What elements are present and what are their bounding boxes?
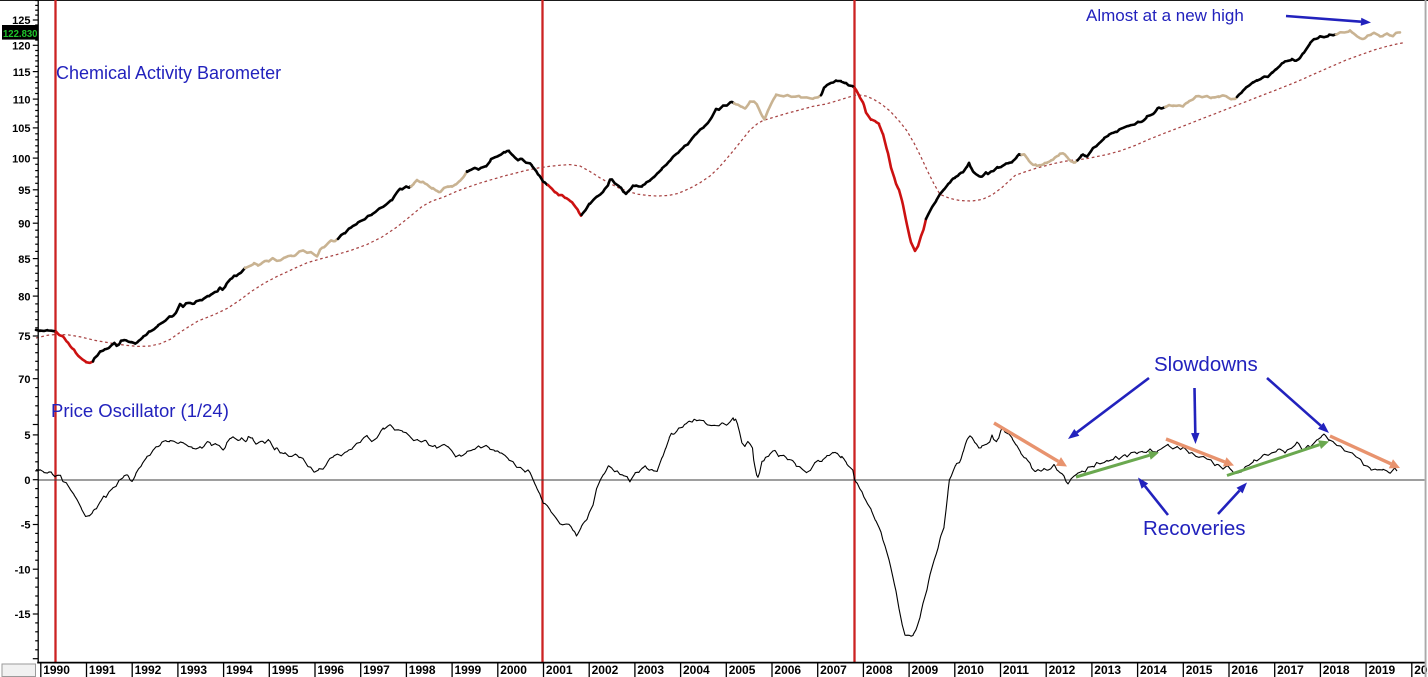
svg-text:80: 80 — [18, 291, 30, 303]
svg-text:2007: 2007 — [820, 663, 847, 677]
svg-text:1996: 1996 — [317, 663, 344, 677]
svg-text:Slowdowns: Slowdowns — [1154, 353, 1258, 376]
svg-text:2018: 2018 — [1323, 663, 1350, 677]
svg-text:Recoveries: Recoveries — [1143, 517, 1246, 540]
svg-text:2020: 2020 — [1414, 663, 1428, 677]
svg-text:2002: 2002 — [592, 663, 619, 677]
svg-text:105: 105 — [12, 123, 30, 135]
svg-text:2000: 2000 — [500, 663, 527, 677]
svg-text:Chemical Activity Barometer: Chemical Activity Barometer — [56, 63, 281, 83]
svg-text:2019: 2019 — [1369, 663, 1396, 677]
svg-text:2005: 2005 — [729, 663, 756, 677]
svg-text:-10: -10 — [15, 564, 31, 576]
svg-text:Almost at a new high: Almost at a new high — [1086, 6, 1244, 25]
svg-text:2011: 2011 — [1003, 663, 1029, 677]
svg-text:2017: 2017 — [1277, 663, 1304, 677]
svg-text:1993: 1993 — [180, 663, 207, 677]
svg-text:-5: -5 — [21, 520, 31, 532]
svg-text:1991: 1991 — [89, 663, 116, 677]
svg-text:1994: 1994 — [226, 663, 253, 677]
svg-text:1990: 1990 — [43, 663, 70, 677]
svg-text:2014: 2014 — [1140, 663, 1167, 677]
svg-text:125: 125 — [12, 15, 30, 27]
svg-text:115: 115 — [13, 67, 31, 79]
svg-text:75: 75 — [18, 331, 30, 343]
svg-text:2001: 2001 — [546, 663, 573, 677]
svg-text:2016: 2016 — [1231, 663, 1258, 677]
svg-text:1995: 1995 — [272, 663, 299, 677]
svg-text:120: 120 — [12, 41, 30, 53]
svg-text:2010: 2010 — [957, 663, 984, 677]
svg-text:1998: 1998 — [409, 663, 436, 677]
svg-text:2015: 2015 — [1186, 663, 1213, 677]
svg-text:95: 95 — [18, 185, 30, 197]
svg-text:Price Oscillator (1/24): Price Oscillator (1/24) — [51, 400, 229, 421]
svg-text:122.830: 122.830 — [3, 28, 38, 40]
svg-text:-15: -15 — [15, 609, 31, 621]
svg-text:5: 5 — [24, 430, 30, 442]
svg-text:2013: 2013 — [1094, 663, 1121, 677]
svg-text:100: 100 — [12, 153, 30, 165]
svg-text:110: 110 — [13, 94, 31, 106]
svg-text:1997: 1997 — [363, 663, 390, 677]
svg-text:70: 70 — [18, 374, 30, 386]
svg-text:85: 85 — [18, 254, 30, 266]
svg-text:2009: 2009 — [912, 663, 939, 677]
svg-text:2012: 2012 — [1049, 663, 1076, 677]
svg-text:2008: 2008 — [866, 663, 893, 677]
svg-text:90: 90 — [18, 218, 30, 230]
svg-text:1999: 1999 — [455, 663, 482, 677]
svg-text:2003: 2003 — [637, 663, 664, 677]
svg-text:2006: 2006 — [774, 663, 801, 677]
svg-text:2004: 2004 — [683, 663, 710, 677]
svg-text:0: 0 — [24, 475, 30, 487]
svg-text:1992: 1992 — [135, 663, 162, 677]
